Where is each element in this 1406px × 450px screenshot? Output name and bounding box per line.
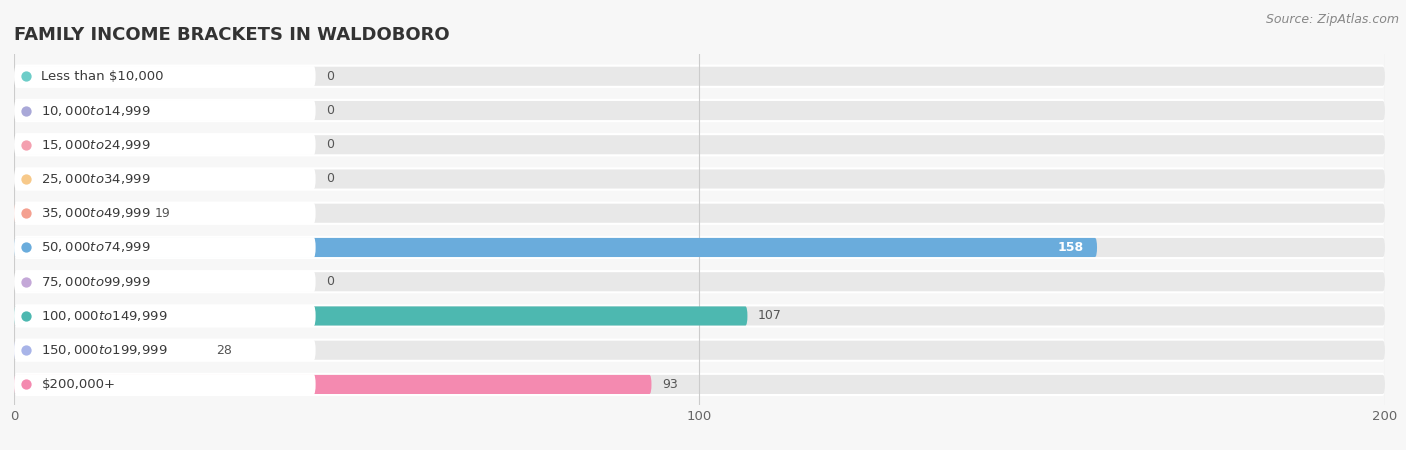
FancyBboxPatch shape <box>14 341 207 360</box>
FancyBboxPatch shape <box>14 304 1385 328</box>
FancyBboxPatch shape <box>14 170 1385 189</box>
FancyBboxPatch shape <box>14 340 315 360</box>
FancyBboxPatch shape <box>14 375 651 394</box>
Text: $50,000 to $74,999: $50,000 to $74,999 <box>42 240 152 255</box>
Text: $25,000 to $34,999: $25,000 to $34,999 <box>42 172 152 186</box>
FancyBboxPatch shape <box>14 204 1385 223</box>
FancyBboxPatch shape <box>14 65 1385 88</box>
Text: 107: 107 <box>758 310 782 323</box>
FancyBboxPatch shape <box>14 306 748 325</box>
FancyBboxPatch shape <box>14 341 1385 360</box>
Text: $10,000 to $14,999: $10,000 to $14,999 <box>42 104 152 117</box>
Text: 28: 28 <box>217 344 232 357</box>
FancyBboxPatch shape <box>14 270 1385 293</box>
Text: 0: 0 <box>326 104 335 117</box>
Text: FAMILY INCOME BRACKETS IN WALDOBORO: FAMILY INCOME BRACKETS IN WALDOBORO <box>14 26 450 44</box>
FancyBboxPatch shape <box>14 375 1385 394</box>
FancyBboxPatch shape <box>14 271 315 292</box>
FancyBboxPatch shape <box>14 306 1385 325</box>
FancyBboxPatch shape <box>14 133 1385 157</box>
FancyBboxPatch shape <box>14 100 315 121</box>
Text: 0: 0 <box>326 172 335 185</box>
FancyBboxPatch shape <box>14 236 1385 259</box>
Point <box>15 381 38 388</box>
Point <box>15 141 38 149</box>
FancyBboxPatch shape <box>14 238 1385 257</box>
FancyBboxPatch shape <box>14 338 1385 362</box>
Point <box>15 72 38 80</box>
Text: $75,000 to $99,999: $75,000 to $99,999 <box>42 274 152 289</box>
Text: 0: 0 <box>326 275 335 288</box>
FancyBboxPatch shape <box>14 374 315 395</box>
Text: Less than $10,000: Less than $10,000 <box>42 70 165 83</box>
FancyBboxPatch shape <box>14 272 1385 291</box>
Text: 19: 19 <box>155 207 170 220</box>
Text: 93: 93 <box>662 378 678 391</box>
Text: 0: 0 <box>326 138 335 151</box>
Text: $35,000 to $49,999: $35,000 to $49,999 <box>42 206 152 220</box>
FancyBboxPatch shape <box>14 373 1385 396</box>
Text: $100,000 to $149,999: $100,000 to $149,999 <box>42 309 167 323</box>
FancyBboxPatch shape <box>14 204 145 223</box>
Text: Source: ZipAtlas.com: Source: ZipAtlas.com <box>1265 14 1399 27</box>
FancyBboxPatch shape <box>14 167 1385 191</box>
Point <box>15 346 38 354</box>
Text: $200,000+: $200,000+ <box>42 378 115 391</box>
Text: 0: 0 <box>326 70 335 83</box>
FancyBboxPatch shape <box>14 203 315 224</box>
Point <box>15 312 38 319</box>
FancyBboxPatch shape <box>14 202 1385 225</box>
FancyBboxPatch shape <box>14 238 1097 257</box>
Text: 158: 158 <box>1057 241 1084 254</box>
FancyBboxPatch shape <box>14 99 1385 122</box>
Text: $150,000 to $199,999: $150,000 to $199,999 <box>42 343 167 357</box>
Point <box>15 244 38 251</box>
FancyBboxPatch shape <box>14 237 315 258</box>
FancyBboxPatch shape <box>14 101 1385 120</box>
FancyBboxPatch shape <box>14 306 315 326</box>
FancyBboxPatch shape <box>14 66 315 86</box>
FancyBboxPatch shape <box>14 135 315 155</box>
Point <box>15 210 38 217</box>
Text: $15,000 to $24,999: $15,000 to $24,999 <box>42 138 152 152</box>
Point <box>15 176 38 183</box>
FancyBboxPatch shape <box>14 169 315 189</box>
Point <box>15 278 38 285</box>
FancyBboxPatch shape <box>14 67 1385 86</box>
Point <box>15 107 38 114</box>
FancyBboxPatch shape <box>14 135 1385 154</box>
